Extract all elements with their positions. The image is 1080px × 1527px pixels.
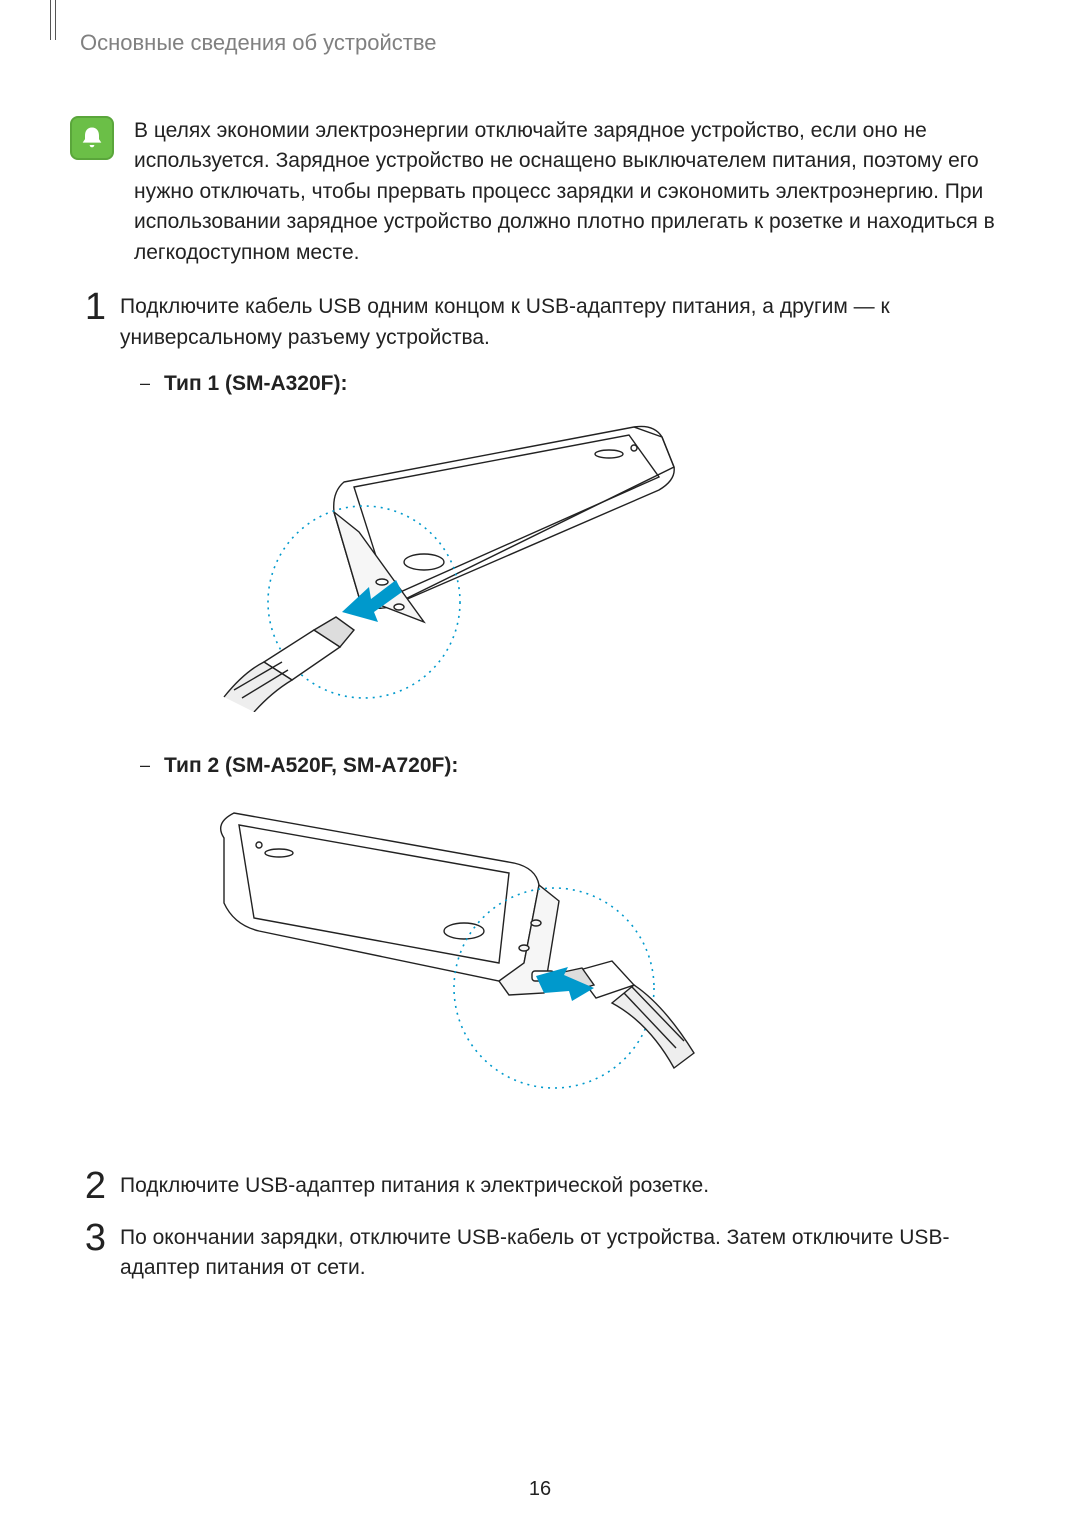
figure-type1 <box>164 412 684 721</box>
dash-icon: – <box>140 369 152 398</box>
sub-label: Тип 1 (SM-A320F): <box>164 369 684 399</box>
header-rule <box>50 0 56 40</box>
sub-item-1: – Тип 1 (SM-A320F): <box>140 369 1010 739</box>
manual-page: Основные сведения об устройстве В целях … <box>0 0 1080 1527</box>
sub-label: Тип 2 (SM-A520F, SM-A720F): <box>164 751 724 781</box>
step-body: Подключите USB-адаптер питания к электри… <box>120 1171 1010 1201</box>
step-text: Подключите USB-адаптер питания к электри… <box>120 1174 709 1197</box>
sub-list: – Тип 1 (SM-A320F): <box>140 369 1010 1141</box>
bell-icon <box>70 116 114 160</box>
page-number: 16 <box>0 1478 1080 1501</box>
step-number: 2 <box>70 1167 106 1205</box>
step-number: 3 <box>70 1219 106 1257</box>
dash-icon: – <box>140 751 152 780</box>
step-number: 1 <box>70 288 106 326</box>
step-body: Подключите кабель USB одним концом к USB… <box>120 292 1010 1153</box>
step-1: 1 Подключите кабель USB одним концом к U… <box>70 292 1010 1153</box>
note-box: В целях экономии электроэнергии отключай… <box>70 116 1010 268</box>
figure-type2 <box>164 793 724 1122</box>
note-text: В целях экономии электроэнергии отключай… <box>134 116 1010 268</box>
step-text: По окончании зарядки, отключите USB-кабе… <box>120 1226 949 1279</box>
step-body: По окончании зарядки, отключите USB-кабе… <box>120 1223 1010 1284</box>
step-text: Подключите кабель USB одним концом к USB… <box>120 295 890 348</box>
page-header: Основные сведения об устройстве <box>80 30 1010 56</box>
sub-item-2: – Тип 2 (SM-A520F, SM-A720F): <box>140 751 1010 1141</box>
step-2: 2 Подключите USB-адаптер питания к элект… <box>70 1171 1010 1205</box>
step-3: 3 По окончании зарядки, отключите USB-ка… <box>70 1223 1010 1284</box>
